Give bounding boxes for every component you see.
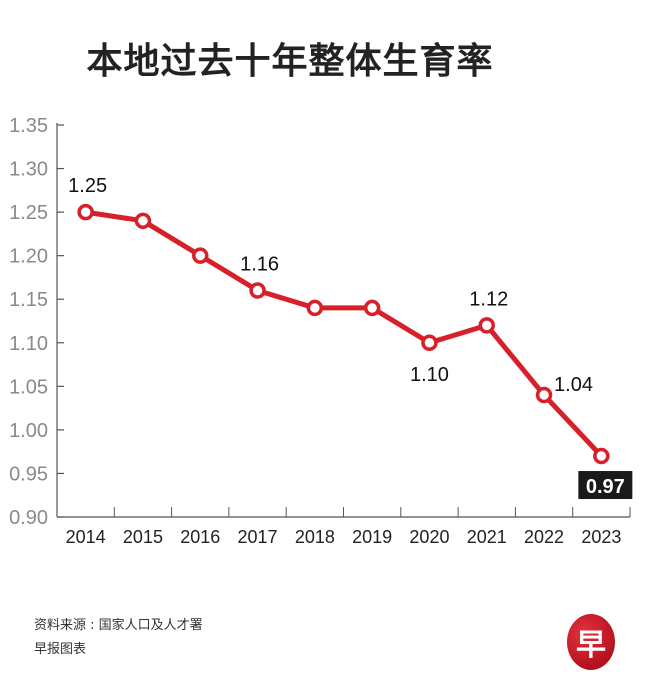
- x-tick-label: 2019: [352, 527, 392, 547]
- data-point-marker: [478, 317, 495, 334]
- data-series: [77, 203, 610, 465]
- line-chart: 0.90 0.95 1.00 1.05 1.10 1.15 1.20 1.25 1.30 1.35…: [9, 115, 633, 547]
- credit-line: 早报图表: [34, 642, 87, 657]
- data-label: 1.12: [469, 288, 508, 310]
- zaobao-logo-icon: 早: [567, 614, 615, 670]
- y-tick-label: 1.05: [9, 376, 48, 398]
- data-point-marker: [363, 299, 381, 317]
- x-tick-label: 2017: [238, 527, 278, 547]
- x-tick-label: 2015: [123, 527, 163, 547]
- data-labels: 1.25 1.16 1.10 1.12 1.04 0.97: [68, 175, 633, 500]
- data-point-marker: [77, 203, 94, 221]
- y-tick-label: 1.20: [9, 246, 48, 268]
- y-tick-label: 0.90: [9, 507, 48, 529]
- y-tick-label: 1.15: [9, 289, 48, 311]
- y-tick-label: 0.95: [9, 463, 48, 485]
- x-tick-label: 2021: [467, 527, 507, 547]
- x-tick-label: 2020: [409, 527, 449, 547]
- x-tick-label: 2022: [524, 527, 564, 547]
- highlight-data-label: 0.97: [586, 476, 625, 498]
- y-tick-label: 1.00: [9, 420, 48, 442]
- chart-title: 本地过去十年整体生育率: [86, 41, 494, 82]
- x-axis: 2014 2015 2016 2017 2018 2019 2020 2021 2022 2023: [56, 507, 631, 547]
- data-label: 1.04: [554, 374, 593, 396]
- y-tick-label: 1.30: [9, 159, 48, 181]
- highlight-label-box: [578, 471, 633, 500]
- data-point-marker: [593, 447, 610, 465]
- x-tick-label: 2014: [66, 527, 106, 547]
- data-label: 1.16: [240, 254, 279, 276]
- data-point-marker: [306, 299, 324, 317]
- data-label: 1.10: [410, 364, 449, 386]
- source-note: 资料来源 : 国家人口及人才署 早报图表: [34, 614, 203, 662]
- y-tick-label: 1.10: [9, 333, 48, 355]
- y-tick-label: 1.35: [9, 115, 48, 137]
- data-label: 1.25: [68, 175, 107, 197]
- data-point-marker: [535, 386, 553, 404]
- x-tick-label: 2023: [581, 527, 621, 547]
- data-point-marker: [421, 334, 438, 352]
- x-tick-label: 2018: [295, 527, 335, 547]
- data-point-marker: [192, 247, 209, 264]
- x-tick-label: 2016: [180, 527, 220, 547]
- source-line: 资料来源 : 国家人口及人才署: [34, 618, 203, 633]
- y-tick-label: 1.25: [9, 202, 48, 224]
- data-point-marker: [249, 282, 266, 299]
- y-axis: 0.90 0.95 1.00 1.05 1.10 1.15 1.20 1.25 1.30 1.35: [9, 115, 64, 529]
- data-point-marker: [134, 212, 152, 230]
- series-line: [85, 209, 604, 458]
